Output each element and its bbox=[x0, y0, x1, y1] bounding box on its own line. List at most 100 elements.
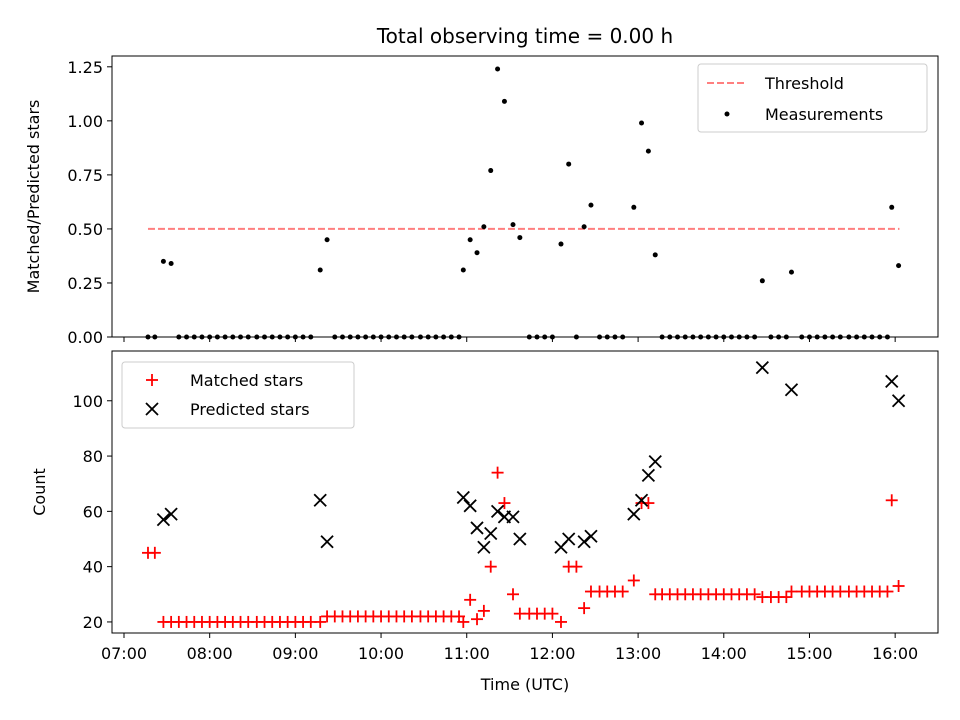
measurement-point bbox=[744, 334, 750, 340]
predicted-star-point bbox=[484, 526, 498, 541]
matched-star-point bbox=[464, 593, 477, 606]
predicted-star-point bbox=[648, 454, 662, 469]
measurement-point bbox=[176, 334, 182, 340]
measurement-point bbox=[896, 263, 902, 269]
measurement-point bbox=[752, 334, 758, 340]
matched-star-point bbox=[148, 546, 161, 559]
measurement-point bbox=[245, 334, 251, 340]
bottom-panel-legend-box bbox=[121, 361, 355, 429]
predicted-star-point bbox=[477, 540, 491, 554]
matched-star-point bbox=[498, 497, 511, 510]
measurement-point bbox=[639, 120, 645, 126]
measurement-point bbox=[207, 334, 213, 340]
measurement-point bbox=[370, 334, 376, 340]
matched-star-point bbox=[616, 585, 629, 598]
measurement-point bbox=[191, 334, 197, 340]
x-tick-label: 07:00 bbox=[101, 644, 147, 663]
top-panel-legend: Threshold Measurements bbox=[697, 63, 928, 133]
x-tick-label: 11:00 bbox=[444, 644, 490, 663]
measurement-point bbox=[652, 252, 658, 258]
predicted-star-point bbox=[506, 510, 520, 524]
legend-predicted-swatch bbox=[145, 402, 159, 416]
measurement-point bbox=[145, 334, 151, 340]
measurement-point bbox=[460, 267, 466, 273]
y-tick-label: 1.00 bbox=[67, 112, 103, 131]
measurement-point bbox=[776, 334, 782, 340]
measurement-point bbox=[573, 334, 579, 340]
x-tick-label: 13:00 bbox=[615, 644, 661, 663]
x-tick-label: 09:00 bbox=[272, 644, 318, 663]
matched-star-point bbox=[578, 602, 591, 615]
measurement-point bbox=[705, 334, 711, 340]
predicted-star-point bbox=[156, 513, 171, 527]
measurement-point bbox=[393, 334, 399, 340]
measurement-point bbox=[534, 334, 540, 340]
measurement-point bbox=[448, 334, 454, 340]
matched-star-point bbox=[570, 560, 583, 573]
legend-predicted-label: Predicted stars bbox=[190, 400, 310, 419]
x-axis-label: Time (UTC) bbox=[480, 675, 569, 694]
x-tick-label: 16:00 bbox=[872, 644, 918, 663]
matched-star-point bbox=[892, 580, 905, 592]
predicted-star-point bbox=[562, 532, 576, 546]
y-tick-label: 1.25 bbox=[67, 58, 103, 77]
measurement-point bbox=[238, 334, 244, 340]
measurement-point bbox=[869, 334, 875, 340]
measurement-point bbox=[526, 334, 532, 340]
x-tick-label: 14:00 bbox=[701, 644, 747, 663]
measurement-point bbox=[659, 334, 665, 340]
measurement-point bbox=[441, 334, 447, 340]
predicted-star-point bbox=[463, 499, 477, 513]
legend-measurements-label: Measurements bbox=[765, 105, 883, 124]
measurement-point bbox=[467, 237, 473, 243]
measurement-point bbox=[631, 204, 637, 210]
measurement-point bbox=[597, 334, 603, 340]
measurement-point bbox=[861, 334, 867, 340]
x-tick-label: 10:00 bbox=[358, 644, 404, 663]
predicted-star-point bbox=[577, 535, 591, 549]
legend-threshold-label: Threshold bbox=[764, 74, 844, 93]
measurement-point bbox=[152, 334, 158, 340]
measurement-point bbox=[588, 202, 594, 208]
matched-star-point bbox=[554, 615, 567, 628]
predicted-star-point bbox=[755, 360, 769, 375]
measurement-point bbox=[759, 278, 765, 284]
matched-star-point bbox=[546, 607, 559, 620]
measurement-point bbox=[517, 235, 523, 241]
predicted-star-point bbox=[784, 383, 799, 397]
predicted-star-point bbox=[470, 521, 484, 535]
measurement-point bbox=[768, 334, 774, 340]
measurement-point bbox=[736, 334, 742, 340]
predicted-star-point bbox=[634, 493, 649, 507]
measurement-point bbox=[814, 334, 820, 340]
top-panel: 0.00 0.25 0.50 0.75 1.00 1.25 Matched/Predict… bbox=[24, 55, 939, 347]
predicted-star-point bbox=[490, 504, 505, 518]
measurement-point bbox=[292, 334, 298, 340]
measurement-point bbox=[254, 334, 260, 340]
measurement-point bbox=[456, 334, 462, 340]
measurement-point bbox=[300, 334, 306, 340]
predicted-star-point bbox=[584, 529, 598, 543]
predicted-star-point bbox=[513, 532, 527, 546]
measurement-point bbox=[409, 334, 415, 340]
y-tick-label: 0.50 bbox=[67, 220, 103, 239]
measurement-point bbox=[488, 168, 494, 174]
y-tick-label: 20 bbox=[83, 613, 103, 632]
measurement-point bbox=[558, 241, 564, 247]
predicted-star-point bbox=[456, 490, 470, 505]
measurement-point bbox=[510, 222, 516, 228]
measurement-point bbox=[378, 334, 384, 340]
measurement-point bbox=[612, 334, 618, 340]
measurement-point bbox=[277, 334, 283, 340]
y-tick-label: 40 bbox=[83, 558, 103, 577]
matched-star-point bbox=[748, 588, 761, 601]
measurement-point bbox=[675, 334, 681, 340]
top-panel-frame bbox=[111, 55, 939, 338]
measurement-point bbox=[347, 334, 353, 340]
measurement-point bbox=[269, 334, 275, 340]
matched-star-point bbox=[785, 585, 798, 598]
measurement-point bbox=[433, 334, 439, 340]
x-tick-label: 08:00 bbox=[187, 644, 233, 663]
measurement-point bbox=[386, 334, 392, 340]
